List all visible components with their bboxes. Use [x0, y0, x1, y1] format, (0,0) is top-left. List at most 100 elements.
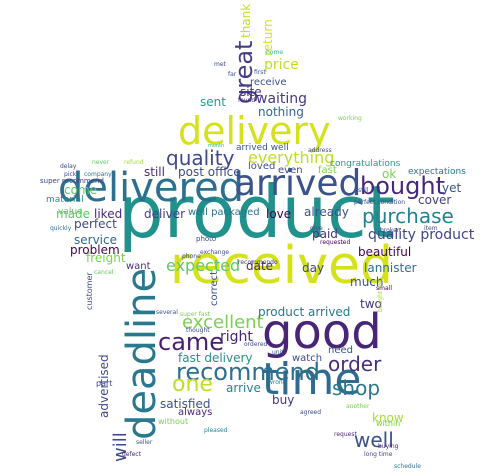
word-recommend: recommend [176, 358, 320, 386]
word-satisfied: satisfied [160, 397, 211, 411]
word-still: still [358, 187, 369, 194]
word-wrong: wrong [268, 379, 287, 386]
word-photo: photo [196, 235, 217, 243]
word-time: time [262, 354, 362, 405]
word-quickly: quickly [50, 225, 72, 232]
word-one: one [172, 372, 213, 397]
word-far: far [228, 71, 237, 78]
word-want: want [126, 261, 151, 272]
word-correct: correct [209, 270, 220, 306]
word-need: need [328, 345, 353, 356]
word-working: working [338, 115, 362, 122]
word-request: request [334, 431, 357, 438]
word-met: met [214, 61, 226, 68]
word-quality: quality [166, 146, 235, 170]
word-everything: everything [248, 148, 335, 167]
word-excellent: excellent [182, 312, 264, 333]
word-delivery: delivery [178, 109, 331, 153]
word-purchase: purchase [362, 204, 454, 228]
word-loved: loved [248, 161, 276, 172]
word-good: good [262, 304, 382, 360]
word-even: even [278, 165, 303, 176]
word-paid: paid [312, 227, 338, 241]
word-pleased: pleased [204, 427, 228, 434]
word-cancel: cancel [94, 269, 114, 276]
word-pick: pick [64, 171, 77, 178]
word-value: value [58, 207, 83, 217]
word-thought: thought [186, 327, 210, 334]
word-part: part [96, 379, 113, 388]
word-problem: problem [70, 243, 120, 257]
word-delivered: delivered [58, 165, 245, 211]
word-several: several [156, 309, 178, 316]
word-service: service [74, 233, 117, 247]
word-exchange: exchange [200, 249, 230, 256]
word-ok: ok [382, 167, 397, 181]
word-company: company [84, 171, 112, 178]
word-expected: expected [166, 256, 241, 275]
word-deliver: deliver [144, 207, 186, 221]
word-bought-two: bought two [377, 277, 384, 312]
word-beautiful: beautiful [358, 245, 412, 259]
word-first: first [254, 69, 266, 76]
word-fast: fast [318, 165, 337, 176]
word-deadline: deadline [119, 267, 165, 440]
word-date: date [246, 259, 274, 273]
word-watch: watch [292, 353, 323, 364]
word-phone: phone [182, 253, 201, 260]
word-month: month [208, 143, 225, 149]
word-perfect: perfect [74, 217, 117, 231]
word-shop: shop [332, 376, 381, 400]
word-well-packaged: well packaged [188, 207, 260, 218]
word-found: found [238, 97, 256, 104]
word-seller: seller [136, 439, 153, 446]
word-yet: yet [442, 181, 462, 195]
word-never: never [92, 159, 110, 166]
word-recommendo: recommendo [238, 259, 278, 266]
word-give: give [310, 225, 323, 232]
word-customer: customer [85, 272, 94, 310]
word-small: small [376, 285, 392, 292]
word-thank: thank [239, 3, 253, 38]
word-super-recommend: super recommend [40, 177, 104, 185]
word-refund: refund [124, 159, 144, 166]
word-received: received [170, 236, 394, 296]
word-day: day [302, 261, 325, 275]
word-love: love [266, 207, 292, 221]
word-always: always [178, 407, 213, 418]
word-made: made [56, 207, 91, 221]
word-fast-delivery: fast delivery [178, 351, 253, 365]
word-already: already [304, 205, 349, 219]
word-quality-product: quality product [368, 227, 475, 243]
word-cover: cover [418, 193, 452, 207]
word-broken: broken [380, 227, 401, 234]
word-address: address [308, 147, 332, 154]
word-agreed: agreed [300, 409, 322, 416]
word-sent: sent [200, 95, 226, 109]
word-buying: buying [378, 443, 399, 450]
word-another: another [346, 403, 370, 410]
word-price: price [264, 57, 299, 73]
word-expectations: expectations [408, 167, 466, 177]
word-still: still [144, 165, 165, 179]
word-freight: freight [86, 251, 126, 265]
word-unit: unit [272, 349, 284, 356]
word-order: order [328, 352, 382, 376]
word-schedule: schedule [394, 463, 421, 470]
word-ordered: ordered [244, 341, 268, 348]
word-defect: defect [122, 451, 141, 458]
word-right: right [220, 329, 253, 345]
word-home: home [266, 49, 284, 56]
word-arrive: arrive [226, 381, 261, 395]
word-post-office: post office [178, 165, 241, 179]
word-item: item [424, 225, 438, 232]
word-super-fast: super fast [180, 311, 211, 318]
word-site: site [240, 85, 262, 99]
word-within: within [376, 419, 401, 428]
word-liked: liked [94, 207, 123, 221]
word-know: know [372, 411, 404, 425]
word-waiting: waiting [256, 91, 308, 107]
word-nothing: nothing [258, 105, 304, 119]
word-buy: buy [272, 393, 295, 407]
